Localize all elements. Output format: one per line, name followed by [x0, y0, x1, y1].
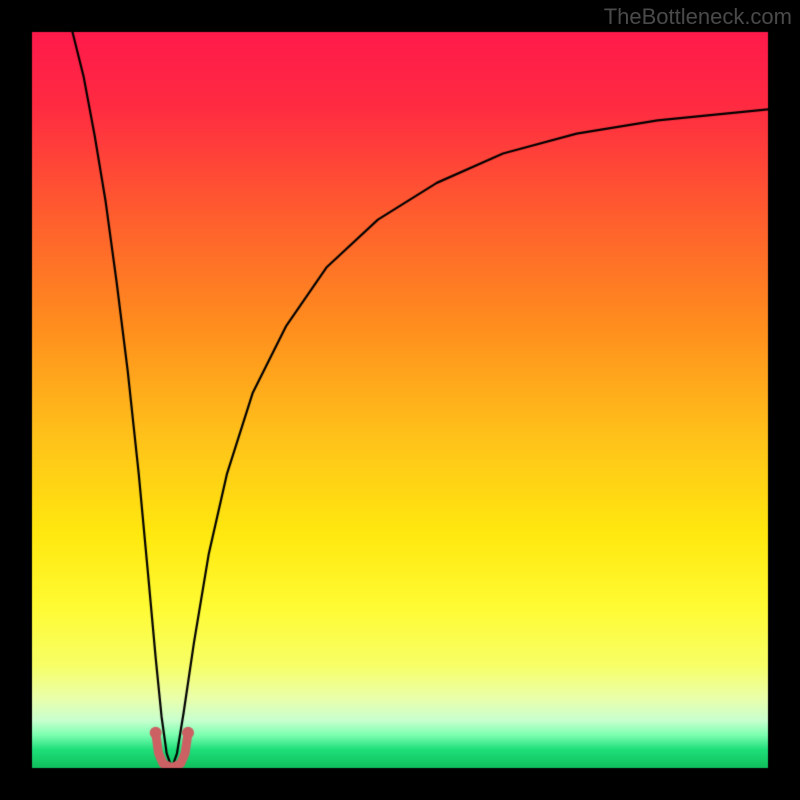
watermark-text: TheBottleneck.com	[604, 4, 792, 30]
bottleneck-chart-canvas	[0, 0, 800, 800]
chart-root: TheBottleneck.com	[0, 0, 800, 800]
